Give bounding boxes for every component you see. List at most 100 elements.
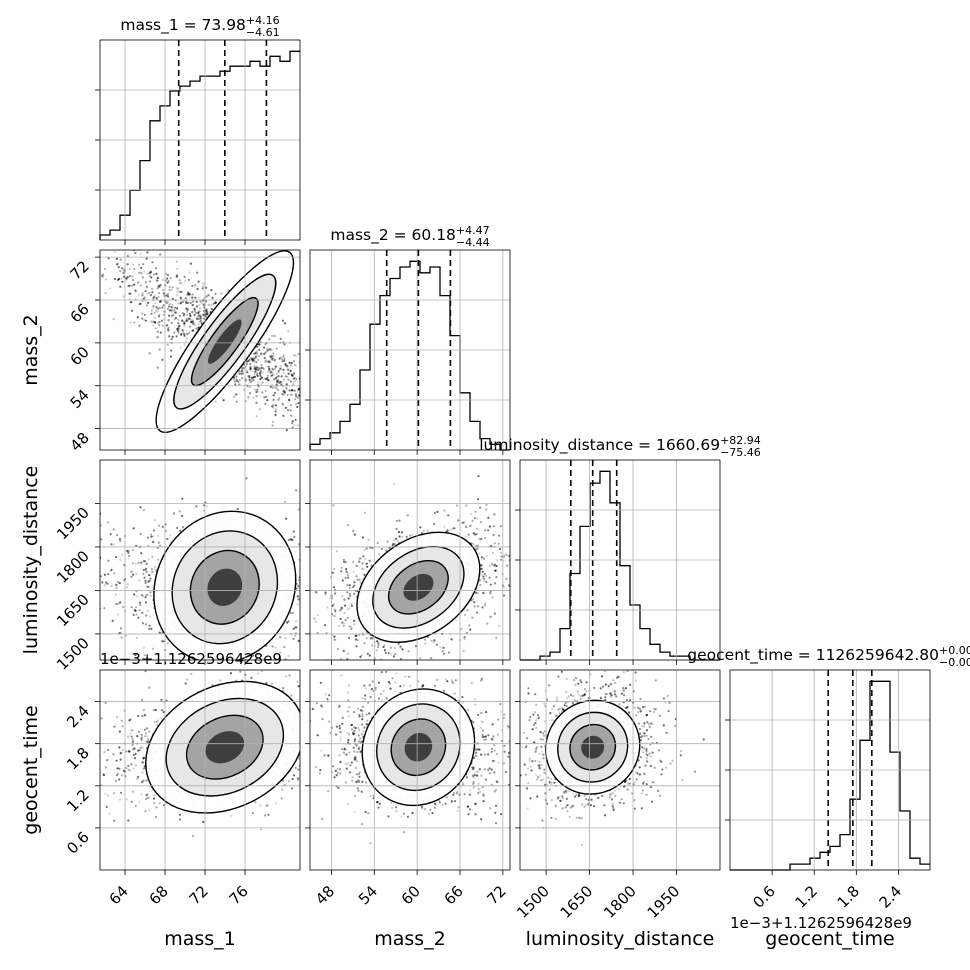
scatter-point xyxy=(278,381,281,384)
scatter-point xyxy=(139,252,142,255)
scatter-point xyxy=(389,646,392,649)
scatter-point xyxy=(310,367,312,369)
scatter-point xyxy=(493,564,496,567)
scatter-point xyxy=(317,671,319,673)
scatter-point xyxy=(251,358,254,361)
scatter-point xyxy=(131,279,135,282)
scatter-point xyxy=(482,575,485,578)
scatter-point xyxy=(505,577,508,580)
scatter-point xyxy=(146,740,149,743)
scatter-point xyxy=(346,608,349,611)
scatter-point xyxy=(305,363,307,365)
scatter-point xyxy=(296,680,299,683)
scatter-point xyxy=(197,296,200,299)
scatter-point xyxy=(162,292,165,295)
scatter-point xyxy=(335,407,337,409)
scatter-point xyxy=(117,602,120,606)
scatter-point xyxy=(147,544,150,548)
scatter-point xyxy=(287,409,290,412)
scatter-point xyxy=(250,380,253,383)
scatter-point xyxy=(248,376,251,379)
scatter-point xyxy=(297,768,300,771)
scatter-point xyxy=(267,379,270,382)
scatter-point xyxy=(514,571,516,573)
scatter-point xyxy=(38,237,40,239)
scatter-point xyxy=(423,667,425,669)
scatter-point xyxy=(150,276,153,279)
scatter-point xyxy=(164,272,168,275)
scatter-point xyxy=(145,614,148,617)
scatter-point xyxy=(337,586,339,588)
scatter-point xyxy=(258,343,261,346)
scatter-point xyxy=(375,414,377,416)
scatter-point xyxy=(489,615,492,618)
scatter-point xyxy=(189,262,192,265)
scatter-point xyxy=(433,511,436,514)
scatter-point xyxy=(192,330,195,333)
scatter-point xyxy=(511,592,513,594)
scatter-point xyxy=(148,574,151,577)
scatter-point xyxy=(241,367,244,370)
scatter-point xyxy=(109,533,112,536)
scatter-point xyxy=(275,376,279,379)
scatter-point xyxy=(126,549,129,553)
scatter-point xyxy=(272,354,275,357)
scatter-point xyxy=(189,301,192,304)
scatter-point xyxy=(162,304,165,307)
scatter-point xyxy=(142,509,145,512)
scatter-point xyxy=(159,331,162,334)
scatter-point xyxy=(326,764,328,766)
scatter-point xyxy=(332,504,335,507)
scatter-point xyxy=(171,308,174,312)
scatter-point xyxy=(144,281,147,284)
scatter-point xyxy=(126,583,129,586)
scatter-point xyxy=(291,787,294,790)
scatter-point xyxy=(450,638,453,641)
scatter-point xyxy=(139,506,142,509)
scatter-point xyxy=(266,347,269,350)
scatter-point xyxy=(139,302,142,305)
scatter-point xyxy=(301,550,303,552)
scatter-point xyxy=(279,651,282,654)
scatter-point xyxy=(393,482,396,485)
scatter-point xyxy=(470,512,473,516)
scatter-point xyxy=(159,283,162,286)
scatter-point xyxy=(296,585,299,588)
scatter-point xyxy=(127,735,130,738)
scatter-point xyxy=(188,294,191,297)
scatter-point xyxy=(319,412,321,414)
scatter-point xyxy=(266,371,269,374)
scatter-point xyxy=(481,570,484,573)
scatter-point xyxy=(338,595,340,597)
scatter-point xyxy=(311,803,313,805)
scatter-point xyxy=(484,536,487,540)
scatter-point xyxy=(483,577,486,581)
scatter-point xyxy=(160,709,164,712)
scatter-point xyxy=(282,378,285,381)
scatter-point xyxy=(152,307,155,310)
scatter-point xyxy=(18,185,20,187)
scatter-point xyxy=(287,620,290,623)
scatter-point xyxy=(326,571,328,573)
scatter-point xyxy=(363,548,366,552)
scatter-point xyxy=(524,577,526,579)
scatter-point xyxy=(292,380,295,384)
scatter-point xyxy=(362,555,365,558)
scatter-point xyxy=(272,398,275,401)
scatter-point xyxy=(335,396,337,398)
scatter-point xyxy=(288,389,291,392)
scatter-point xyxy=(311,369,313,371)
scatter-point xyxy=(202,309,205,312)
scatter-point xyxy=(186,301,189,305)
scatter-point xyxy=(348,586,351,590)
scatter-point xyxy=(133,230,135,232)
scatter-point xyxy=(473,533,476,536)
scatter-point xyxy=(148,272,151,275)
scatter-point xyxy=(182,314,185,317)
scatter-point xyxy=(97,765,99,767)
scatter-point xyxy=(310,411,312,413)
scatter-point xyxy=(341,579,344,582)
scatter-point xyxy=(317,749,319,751)
scatter-point xyxy=(196,288,199,291)
scatter-point xyxy=(147,301,150,304)
